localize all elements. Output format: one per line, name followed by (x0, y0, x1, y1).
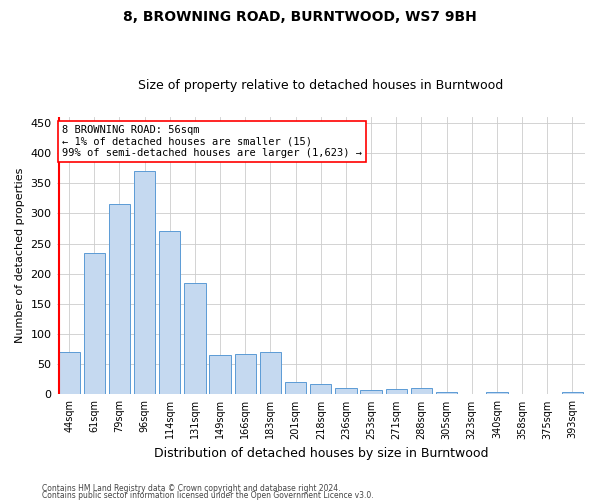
Bar (285, 382, 307, 394)
Bar (436, 392, 457, 394)
Bar (260, 352, 281, 395)
Bar (361, 390, 382, 394)
Bar (235, 354, 256, 395)
Text: Contains HM Land Registry data © Crown copyright and database right 2024.: Contains HM Land Registry data © Crown c… (42, 484, 341, 493)
Bar (335, 388, 356, 394)
Bar (109, 204, 130, 394)
Text: 8 BROWNING ROAD: 56sqm
← 1% of detached houses are smaller (15)
99% of semi-deta: 8 BROWNING ROAD: 56sqm ← 1% of detached … (62, 125, 362, 158)
Bar (486, 392, 508, 394)
Text: 8, BROWNING ROAD, BURNTWOOD, WS7 9BH: 8, BROWNING ROAD, BURNTWOOD, WS7 9BH (123, 10, 477, 24)
Y-axis label: Number of detached properties: Number of detached properties (15, 168, 25, 344)
Bar (411, 388, 432, 394)
Text: Contains public sector information licensed under the Open Government Licence v3: Contains public sector information licen… (42, 491, 374, 500)
Bar (58, 352, 80, 395)
Bar (83, 252, 105, 394)
Bar (134, 171, 155, 394)
Bar (310, 384, 331, 394)
X-axis label: Distribution of detached houses by size in Burntwood: Distribution of detached houses by size … (154, 447, 488, 460)
Bar (386, 389, 407, 394)
Bar (159, 232, 181, 394)
Bar (184, 283, 206, 395)
Bar (209, 355, 231, 395)
Bar (562, 392, 583, 394)
Title: Size of property relative to detached houses in Burntwood: Size of property relative to detached ho… (138, 79, 503, 92)
